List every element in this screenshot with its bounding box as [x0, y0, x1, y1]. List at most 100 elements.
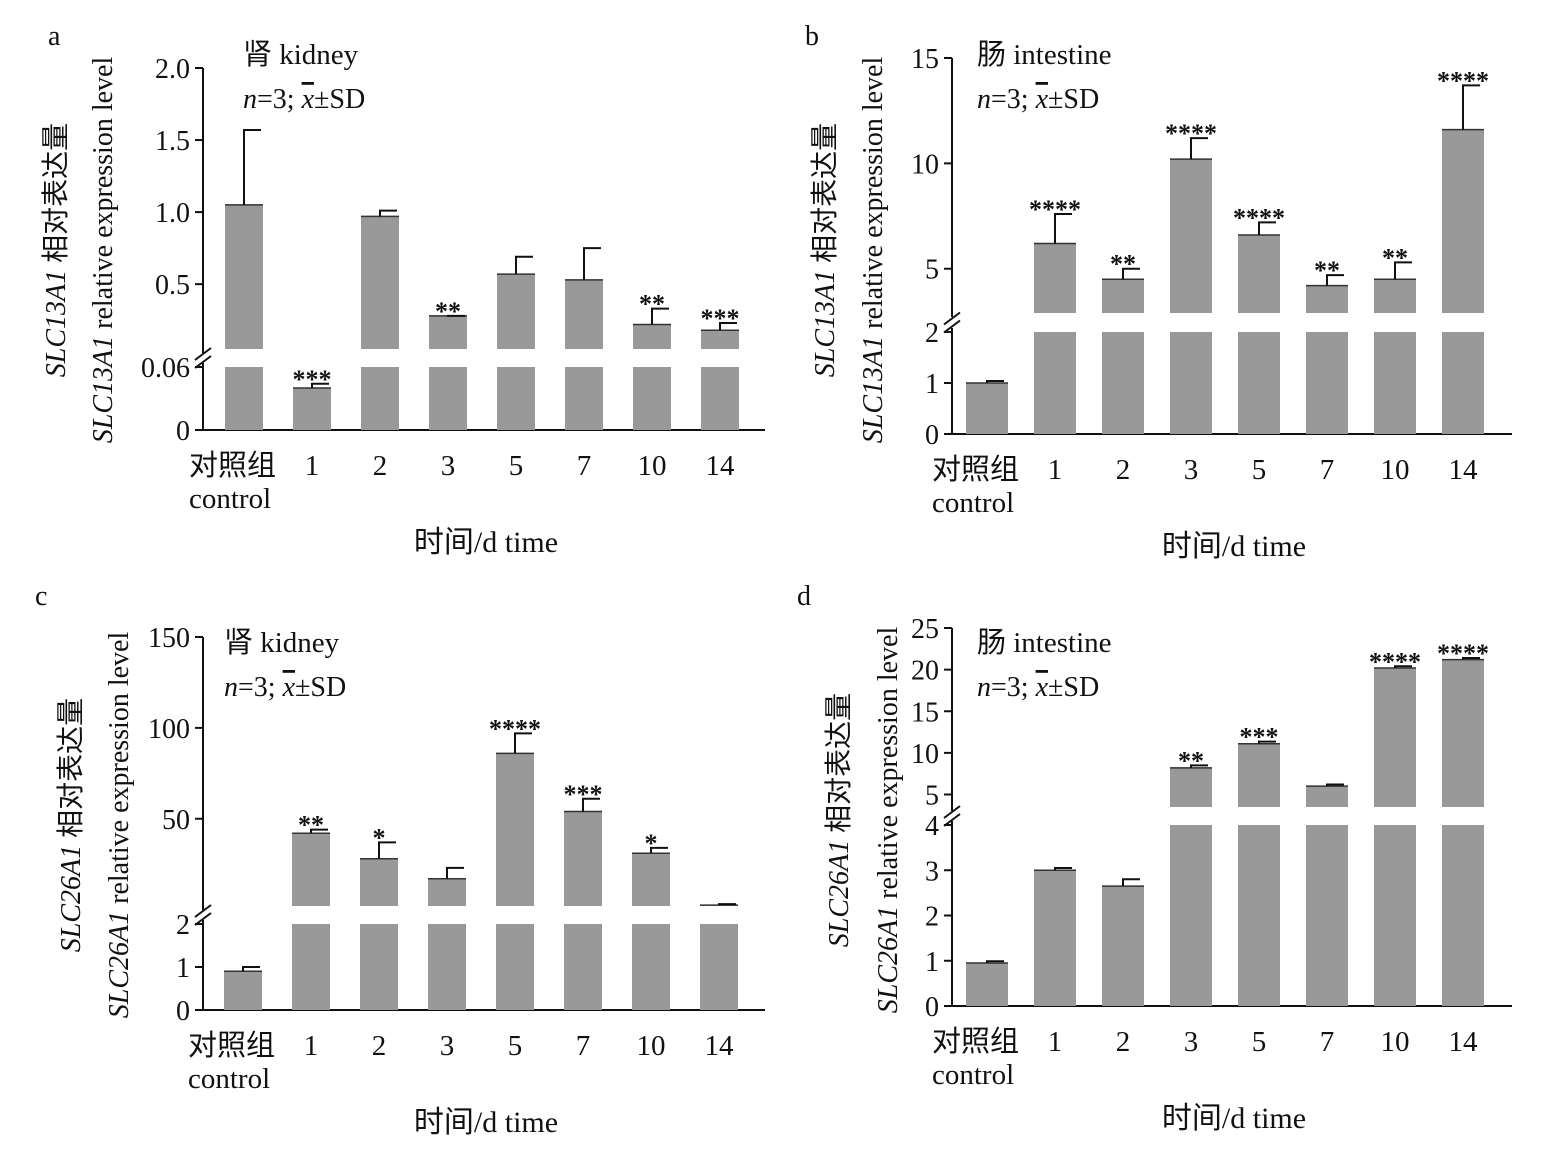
bar — [429, 315, 467, 349]
bar — [1238, 235, 1280, 313]
y-tick-label: 1 — [925, 369, 939, 400]
bar — [224, 971, 262, 1010]
x-tick-label: 5 — [1252, 454, 1267, 486]
significance-marker: **** — [489, 714, 541, 743]
y-tick-label: 2 — [925, 902, 939, 933]
axis-break-mark — [194, 347, 212, 361]
y-tick-label: 20 — [911, 656, 939, 687]
significance-marker: **** — [1233, 203, 1285, 232]
x-tick-label: 1 — [1048, 454, 1063, 486]
significance-marker: ** — [435, 297, 461, 326]
bar-lower-segment — [496, 924, 534, 1010]
y-tick-label: 1 — [176, 953, 190, 984]
y-tick-label: 2 — [176, 910, 190, 941]
x-tick-label: 10 — [637, 1030, 666, 1062]
panel-title: 肠 intestine — [977, 627, 1112, 659]
y-tick-label: 2 — [925, 318, 939, 349]
x-axis-label: 时间/d time — [1162, 1102, 1306, 1135]
bar-lower-segment — [632, 924, 670, 1010]
y-tick-label: 2.0 — [155, 54, 190, 85]
y-tick-label: 50 — [162, 805, 190, 836]
x-tick-label-secondary: control — [932, 487, 1014, 519]
stat-note: n=3; x±SD — [977, 84, 1099, 115]
bar-lower-segment — [701, 367, 739, 430]
bar — [1170, 159, 1212, 313]
stat-note: n=3; x±SD — [243, 84, 365, 115]
bar — [633, 324, 671, 349]
significance-marker: *** — [564, 780, 603, 809]
y-tick-label: 150 — [148, 623, 190, 654]
y-tick-label: 0.5 — [155, 270, 190, 301]
bar-lower-segment — [633, 367, 671, 430]
bar — [1102, 886, 1144, 1006]
bar-lower-segment — [700, 924, 738, 1010]
bar — [1102, 279, 1144, 313]
bar — [1442, 129, 1484, 313]
x-axis-label: 时间/d time — [1162, 530, 1306, 563]
x-tick-label: 7 — [577, 450, 592, 482]
significance-marker: **** — [1369, 647, 1421, 676]
bar-lower-segment — [1102, 332, 1144, 434]
x-axis-label: 时间/d time — [414, 1106, 558, 1139]
x-tick-label: 5 — [508, 1030, 523, 1062]
y-axis-label-en: SLC26A1 relative expression level — [104, 632, 135, 1019]
bar-lower-segment — [1306, 825, 1348, 1006]
axis-break-mark — [194, 904, 212, 918]
x-tick-label: 10 — [1381, 454, 1410, 486]
x-tick-label: 5 — [1252, 1026, 1267, 1058]
significance-marker: ** — [298, 811, 324, 840]
bar — [1034, 243, 1076, 313]
y-tick-label: 1.5 — [155, 126, 190, 157]
x-tick-label: 7 — [1320, 454, 1335, 486]
x-tick-label-secondary: control — [188, 1063, 270, 1095]
y-axis-label-zh: SLC26A1 相对表达量 — [55, 698, 87, 952]
y-tick-label: 0 — [925, 420, 939, 451]
x-tick-label: 对照组 — [188, 1029, 275, 1062]
bar-lower-segment — [361, 367, 399, 430]
y-tick-label: 0.06 — [141, 353, 190, 384]
axis-break-mark — [943, 319, 961, 334]
x-tick-label: 1 — [1048, 1026, 1063, 1058]
y-tick-label: 5 — [925, 781, 939, 812]
panel-a: a 肾 kidney n=3; x±SD 0 0.06 0.5 1.0 1.5 2.0 对照组co… — [40, 21, 765, 559]
y-tick-label: 15 — [911, 44, 939, 75]
y-tick-label: 1 — [925, 947, 939, 978]
bar — [565, 279, 603, 349]
significance-marker: ** — [639, 290, 665, 319]
bar — [1170, 767, 1212, 807]
bar — [1034, 870, 1076, 1006]
x-tick-label: 对照组 — [932, 453, 1019, 486]
x-tick-label: 5 — [509, 450, 524, 482]
x-tick-label: 10 — [638, 450, 667, 482]
x-tick-label: 1 — [305, 450, 320, 482]
bar — [1306, 285, 1348, 313]
significance-marker: ** — [1314, 256, 1340, 285]
y-tick-label: 0 — [925, 992, 939, 1023]
bar — [1374, 279, 1416, 313]
bar — [1442, 659, 1484, 807]
x-tick-label-secondary: control — [189, 483, 271, 515]
significance-marker: **** — [1437, 66, 1489, 95]
x-tick-label: 14 — [1449, 1026, 1479, 1058]
significance-marker: **** — [1029, 195, 1081, 224]
y-tick-label: 0 — [176, 996, 190, 1027]
x-tick-label: 7 — [1320, 1026, 1335, 1058]
x-tick-label: 2 — [1116, 454, 1131, 486]
y-axis-label-en: SLC13A1 relative expression level — [858, 57, 889, 444]
bar — [701, 330, 739, 349]
bar — [564, 811, 602, 906]
significance-marker: * — [373, 823, 386, 852]
significance-marker: *** — [1240, 723, 1279, 752]
y-axis-label-zh: SLC26A1 相对表达量 — [823, 693, 855, 947]
y-tick-label: 4 — [925, 811, 939, 842]
x-tick-label-secondary: control — [932, 1059, 1014, 1091]
bar-lower-segment — [1170, 825, 1212, 1006]
bar — [1374, 667, 1416, 807]
axis-break-mark — [943, 311, 961, 326]
significance-marker: *** — [293, 365, 332, 394]
panel-title: 肾 kidney — [224, 627, 340, 659]
bar — [293, 388, 331, 430]
